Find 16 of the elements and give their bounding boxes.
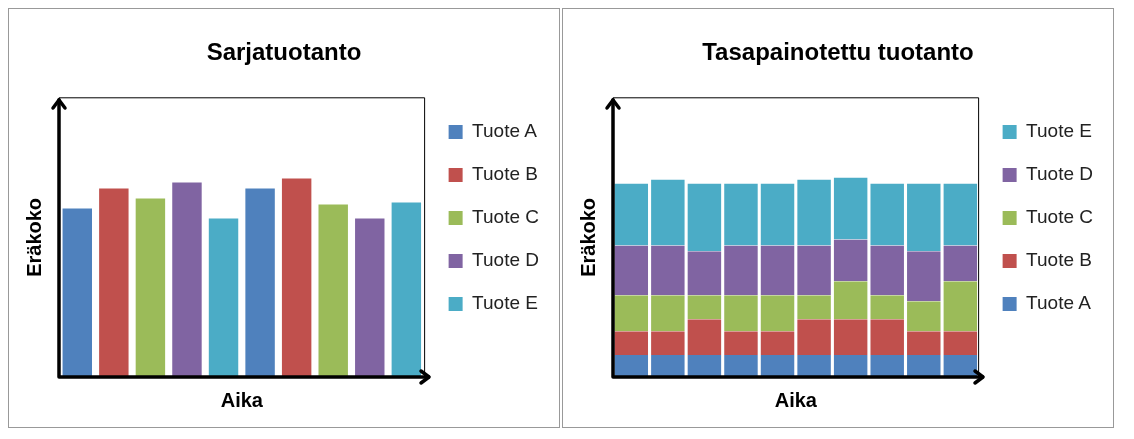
legend-label: Tuote E (1026, 120, 1092, 142)
legend-label: Tuote B (1026, 249, 1092, 271)
y-axis-title: Eräkoko (576, 197, 599, 277)
chart-title: Sarjatuotanto (206, 38, 362, 66)
legend-label: Tuote D (472, 249, 540, 271)
chart-title: Tasapainotettu tuotanto (702, 38, 974, 66)
x-axis-title: Aika (220, 388, 264, 411)
legend-label: Tuote A (1026, 292, 1092, 314)
legend-label: Tuote A (472, 120, 538, 142)
legend-label: Tuote C (472, 206, 540, 228)
x-axis-title: Aika (774, 388, 818, 411)
y-axis-title: Eräkoko (22, 197, 45, 277)
legend-label: Tuote D (1026, 163, 1094, 185)
legend-label: Tuote E (472, 292, 538, 314)
legend-label: Tuote C (1026, 206, 1094, 228)
legend-label: Tuote B (472, 163, 538, 185)
